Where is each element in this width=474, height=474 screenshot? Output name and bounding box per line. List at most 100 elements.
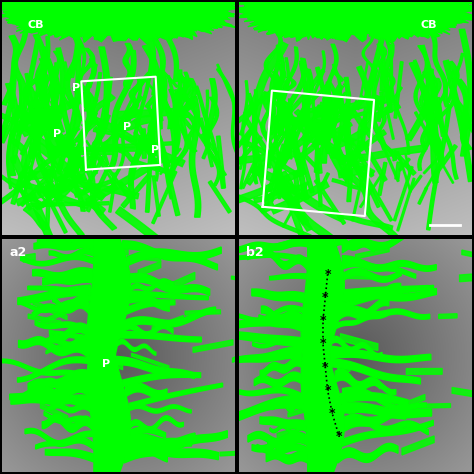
Polygon shape xyxy=(232,238,308,253)
Polygon shape xyxy=(50,101,56,115)
Polygon shape xyxy=(317,92,346,131)
Polygon shape xyxy=(54,236,94,249)
Polygon shape xyxy=(47,403,90,413)
Polygon shape xyxy=(267,116,290,142)
Polygon shape xyxy=(447,61,472,150)
Polygon shape xyxy=(301,239,344,472)
Polygon shape xyxy=(240,387,304,401)
Polygon shape xyxy=(42,336,88,349)
Polygon shape xyxy=(430,92,447,114)
Polygon shape xyxy=(85,59,96,118)
Polygon shape xyxy=(20,379,88,402)
Polygon shape xyxy=(163,72,178,87)
Polygon shape xyxy=(273,185,344,253)
Polygon shape xyxy=(428,29,449,107)
Polygon shape xyxy=(0,359,88,381)
Text: P: P xyxy=(72,82,80,92)
Polygon shape xyxy=(340,392,408,406)
Polygon shape xyxy=(425,168,438,190)
Polygon shape xyxy=(283,69,325,118)
Polygon shape xyxy=(316,90,337,207)
Polygon shape xyxy=(357,62,368,109)
Polygon shape xyxy=(84,99,98,127)
Polygon shape xyxy=(23,121,53,130)
Polygon shape xyxy=(36,92,61,172)
Polygon shape xyxy=(35,163,82,210)
Polygon shape xyxy=(329,0,474,43)
Polygon shape xyxy=(129,404,191,413)
Polygon shape xyxy=(33,300,67,319)
Polygon shape xyxy=(428,139,454,183)
Polygon shape xyxy=(16,174,87,206)
Polygon shape xyxy=(386,111,394,139)
Polygon shape xyxy=(20,115,43,155)
Polygon shape xyxy=(174,90,188,140)
Polygon shape xyxy=(257,444,308,455)
Polygon shape xyxy=(28,166,48,198)
Polygon shape xyxy=(34,116,38,139)
Polygon shape xyxy=(109,185,115,212)
Polygon shape xyxy=(280,171,312,231)
Polygon shape xyxy=(336,237,377,250)
Polygon shape xyxy=(282,103,292,159)
Polygon shape xyxy=(309,105,321,127)
Polygon shape xyxy=(104,77,112,123)
Polygon shape xyxy=(29,143,33,156)
Polygon shape xyxy=(23,83,54,198)
Polygon shape xyxy=(25,73,38,143)
Polygon shape xyxy=(254,182,307,202)
Polygon shape xyxy=(1,106,20,143)
Polygon shape xyxy=(258,187,292,213)
Polygon shape xyxy=(270,273,307,280)
Polygon shape xyxy=(336,312,388,328)
Polygon shape xyxy=(294,109,349,181)
Polygon shape xyxy=(25,231,94,245)
Polygon shape xyxy=(49,125,57,139)
Polygon shape xyxy=(293,102,325,148)
Polygon shape xyxy=(277,430,289,439)
Polygon shape xyxy=(82,155,106,192)
Polygon shape xyxy=(414,403,450,408)
Polygon shape xyxy=(283,137,291,160)
Polygon shape xyxy=(387,394,425,415)
Polygon shape xyxy=(451,90,466,137)
Polygon shape xyxy=(146,105,160,149)
Polygon shape xyxy=(397,178,415,231)
Polygon shape xyxy=(344,77,352,201)
Polygon shape xyxy=(128,441,219,460)
Polygon shape xyxy=(433,87,456,152)
Polygon shape xyxy=(48,337,88,355)
Polygon shape xyxy=(374,106,396,161)
Polygon shape xyxy=(152,37,180,151)
Polygon shape xyxy=(138,262,161,276)
Polygon shape xyxy=(260,417,306,431)
Polygon shape xyxy=(0,0,254,45)
Polygon shape xyxy=(330,90,345,158)
Polygon shape xyxy=(33,34,63,156)
Polygon shape xyxy=(152,316,183,330)
Polygon shape xyxy=(418,187,428,204)
Polygon shape xyxy=(242,162,256,189)
Polygon shape xyxy=(37,239,94,250)
Text: *: * xyxy=(322,361,328,374)
Polygon shape xyxy=(410,62,438,183)
Polygon shape xyxy=(344,409,368,424)
Polygon shape xyxy=(270,425,308,435)
Polygon shape xyxy=(10,155,58,252)
Polygon shape xyxy=(50,323,87,343)
Polygon shape xyxy=(169,89,176,127)
Polygon shape xyxy=(29,201,109,207)
Polygon shape xyxy=(232,193,322,245)
Polygon shape xyxy=(96,153,131,201)
Polygon shape xyxy=(114,113,163,132)
Polygon shape xyxy=(146,92,157,212)
Polygon shape xyxy=(190,97,201,217)
Polygon shape xyxy=(21,255,94,266)
Polygon shape xyxy=(129,291,208,300)
Polygon shape xyxy=(293,317,307,324)
Polygon shape xyxy=(395,162,401,179)
Polygon shape xyxy=(35,320,88,336)
Polygon shape xyxy=(264,64,286,135)
Polygon shape xyxy=(90,0,235,40)
Polygon shape xyxy=(41,309,67,325)
